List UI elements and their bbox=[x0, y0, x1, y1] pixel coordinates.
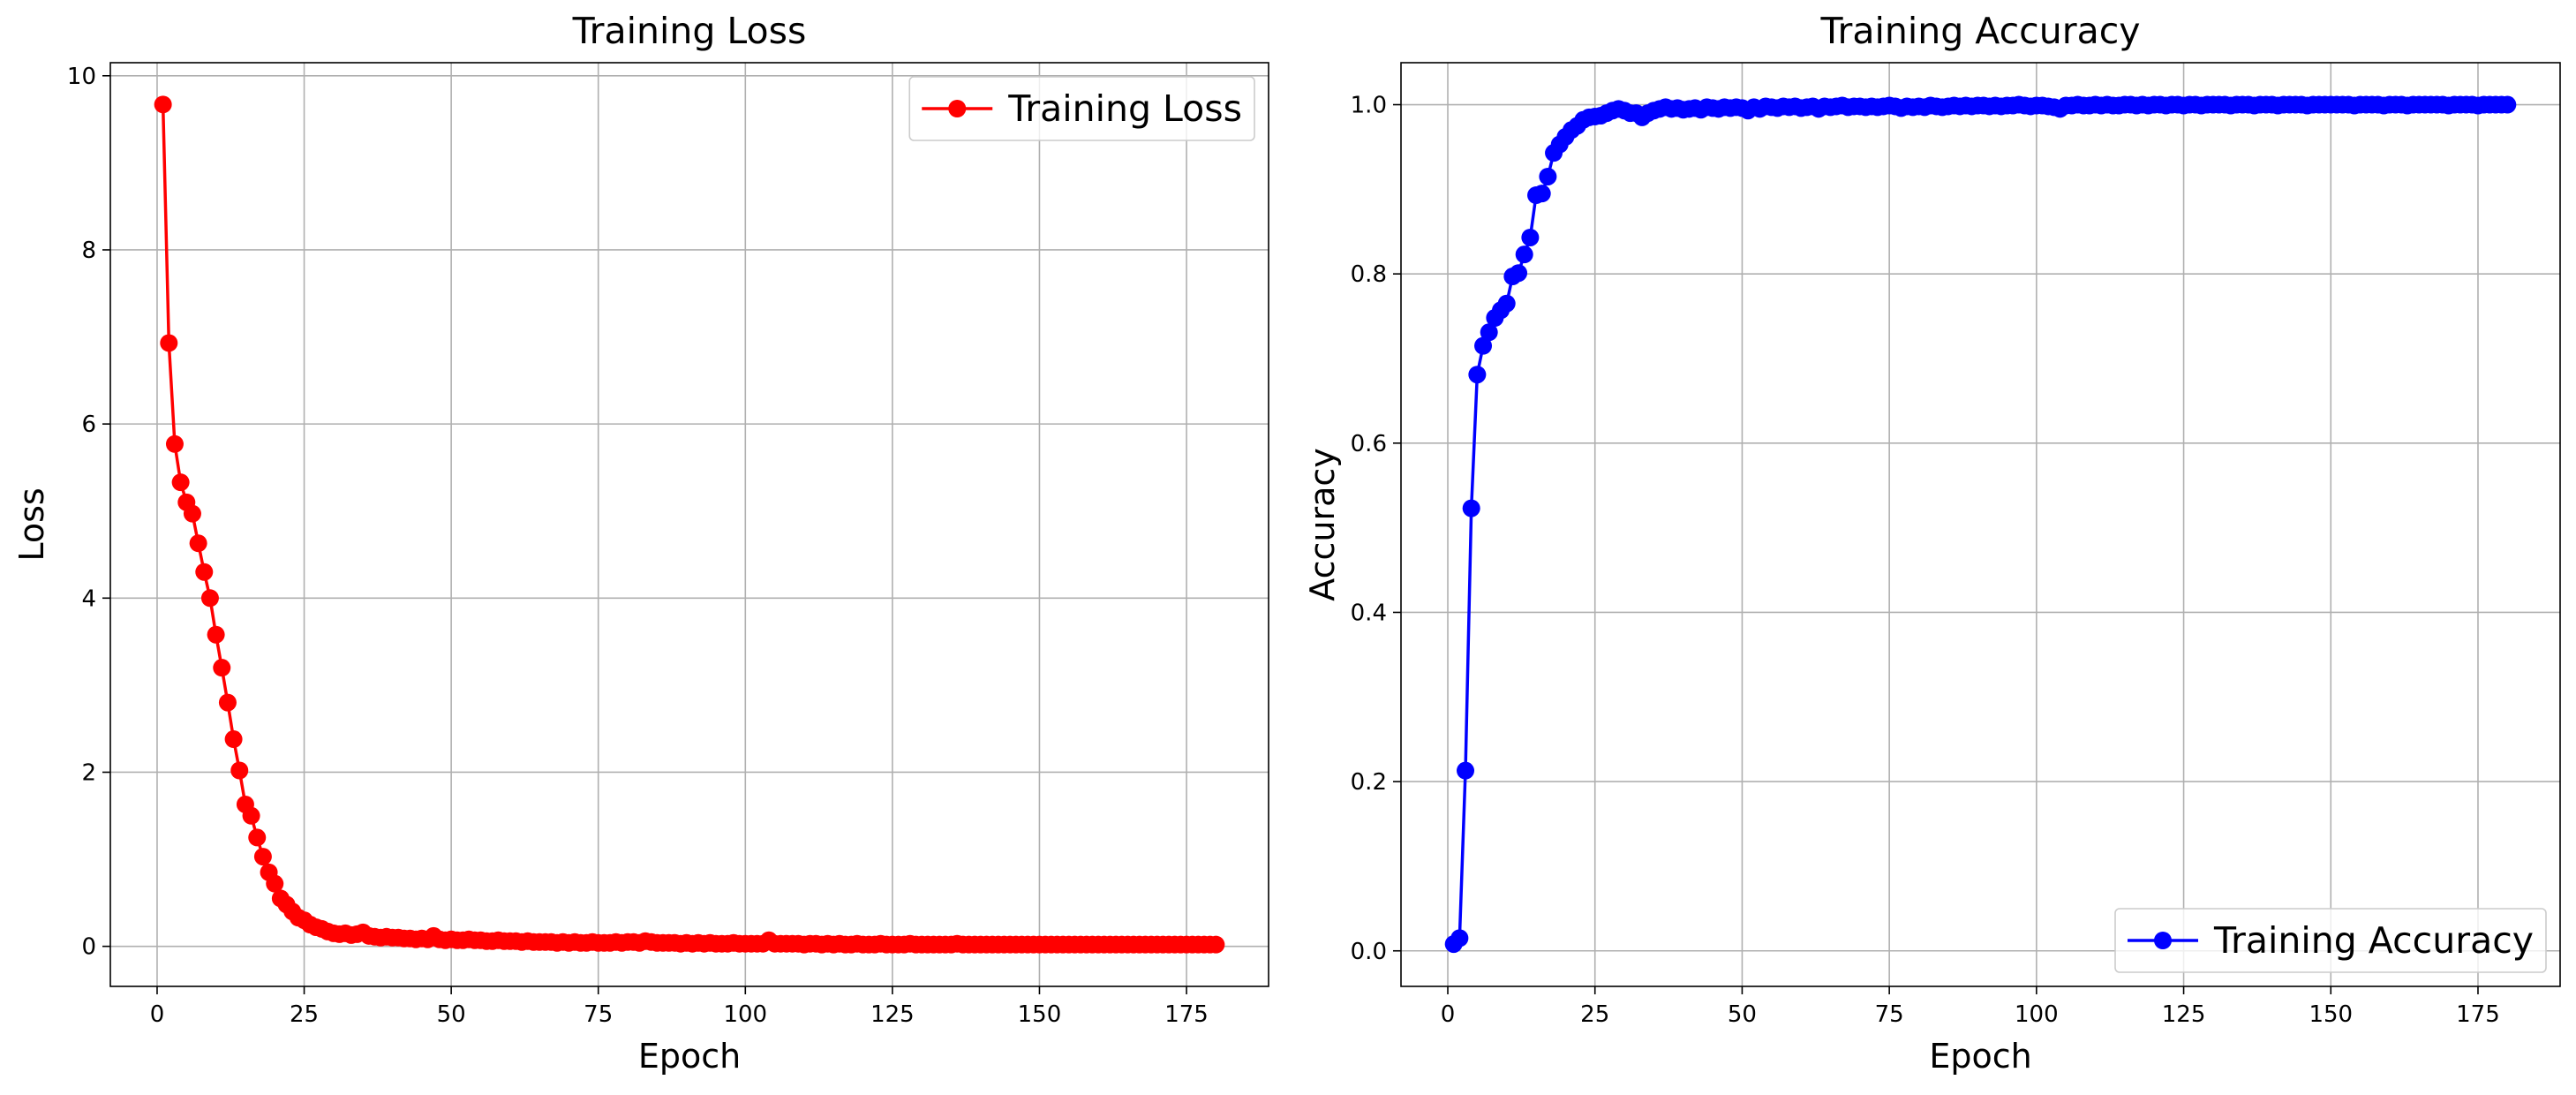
data-point bbox=[224, 730, 243, 749]
y-tick-label: 1.0 bbox=[1351, 93, 1387, 119]
x-tick-label: 0 bbox=[150, 1001, 165, 1028]
chart-title: Training Loss bbox=[572, 10, 807, 52]
y-axis-label: Accuracy bbox=[1303, 448, 1342, 601]
data-point bbox=[183, 504, 201, 523]
data-point bbox=[248, 828, 267, 847]
x-tick-label: 0 bbox=[1441, 1001, 1456, 1028]
x-tick-label: 100 bbox=[2015, 1001, 2059, 1028]
y-tick-label: 0 bbox=[81, 934, 96, 961]
legend-label: Training Accuracy bbox=[2213, 919, 2534, 962]
x-axis-label: Epoch bbox=[638, 1037, 741, 1076]
x-tick-label: 25 bbox=[1580, 1001, 1609, 1028]
chart: 0 25 50 75 100 125 150 175 0 2 4 6 8 10 Training Loss E… bbox=[12, 10, 1269, 1076]
legend: Training Accuracy bbox=[2114, 908, 2547, 973]
x-tick-label: 75 bbox=[584, 1001, 613, 1028]
data-point bbox=[195, 563, 214, 581]
legend-box bbox=[2114, 908, 2547, 973]
data-point bbox=[242, 806, 260, 825]
data-point bbox=[1474, 336, 1493, 355]
chart-title: Training Accuracy bbox=[1820, 10, 2141, 52]
data-point bbox=[230, 761, 249, 780]
data-point bbox=[1468, 366, 1487, 384]
data-point bbox=[1207, 935, 1225, 954]
y-tick-label: 0.2 bbox=[1351, 769, 1387, 796]
y-tick-label: 8 bbox=[81, 238, 96, 264]
y-tick-label: 0.8 bbox=[1351, 261, 1387, 288]
data-point bbox=[213, 659, 231, 677]
data-point bbox=[165, 434, 184, 453]
x-tick-label: 50 bbox=[437, 1001, 466, 1028]
data-point bbox=[1515, 245, 1533, 264]
axes-frame bbox=[1400, 62, 2561, 987]
data-point bbox=[160, 334, 178, 352]
legend-swatch-marker bbox=[2154, 932, 2172, 949]
data-point bbox=[218, 693, 237, 712]
data-point bbox=[253, 848, 272, 866]
legend-swatch-marker bbox=[948, 100, 967, 117]
data-point bbox=[1480, 323, 1498, 342]
x-tick-label: 100 bbox=[723, 1001, 767, 1028]
data-point bbox=[2498, 95, 2517, 114]
data-point bbox=[1521, 228, 1540, 246]
y-tick-label: 4 bbox=[81, 585, 96, 612]
data-point bbox=[1510, 264, 1528, 283]
x-tick-label: 125 bbox=[870, 1001, 915, 1028]
y-tick-label: 0.4 bbox=[1351, 600, 1387, 626]
y-tick-label: 10 bbox=[67, 64, 96, 90]
data-point bbox=[1462, 499, 1480, 517]
legend-box bbox=[908, 76, 1255, 141]
y-tick-label: 6 bbox=[81, 412, 96, 438]
x-tick-label: 25 bbox=[290, 1001, 319, 1028]
x-tick-label: 150 bbox=[2309, 1001, 2353, 1028]
data-point bbox=[1497, 294, 1516, 313]
data-point bbox=[1450, 929, 1469, 948]
data-point bbox=[171, 473, 190, 492]
y-tick-label: 2 bbox=[81, 759, 96, 786]
y-tick-label: 0.0 bbox=[1351, 939, 1387, 965]
x-tick-label: 125 bbox=[2162, 1001, 2206, 1028]
data-point bbox=[189, 534, 207, 553]
x-tick-label: 75 bbox=[1875, 1001, 1904, 1028]
y-axis-label: Loss bbox=[12, 487, 51, 561]
axes-frame bbox=[109, 62, 1269, 987]
data-point bbox=[1533, 185, 1551, 203]
x-tick-label: 50 bbox=[1728, 1001, 1757, 1028]
x-tick-label: 175 bbox=[2456, 1001, 2500, 1028]
series-line bbox=[1452, 102, 2508, 946]
x-axis-label: Epoch bbox=[1929, 1037, 2031, 1076]
data-point bbox=[266, 874, 284, 893]
series-line bbox=[161, 104, 1216, 947]
data-point bbox=[207, 625, 225, 644]
data-point bbox=[200, 589, 219, 608]
chart: 0 25 50 75 100 125 150 175 0.0 0.2 0.4 0.6 0.8 1.0 Tra… bbox=[1303, 10, 2561, 1076]
x-tick-label: 150 bbox=[1018, 1001, 1062, 1028]
y-tick-label: 0.6 bbox=[1351, 431, 1387, 457]
data-point bbox=[154, 95, 172, 114]
data-point bbox=[1457, 761, 1475, 780]
legend: Training Loss bbox=[908, 76, 1255, 141]
legend-label: Training Loss bbox=[1007, 87, 1242, 130]
x-tick-label: 175 bbox=[1164, 1001, 1209, 1028]
data-point bbox=[1539, 167, 1557, 185]
